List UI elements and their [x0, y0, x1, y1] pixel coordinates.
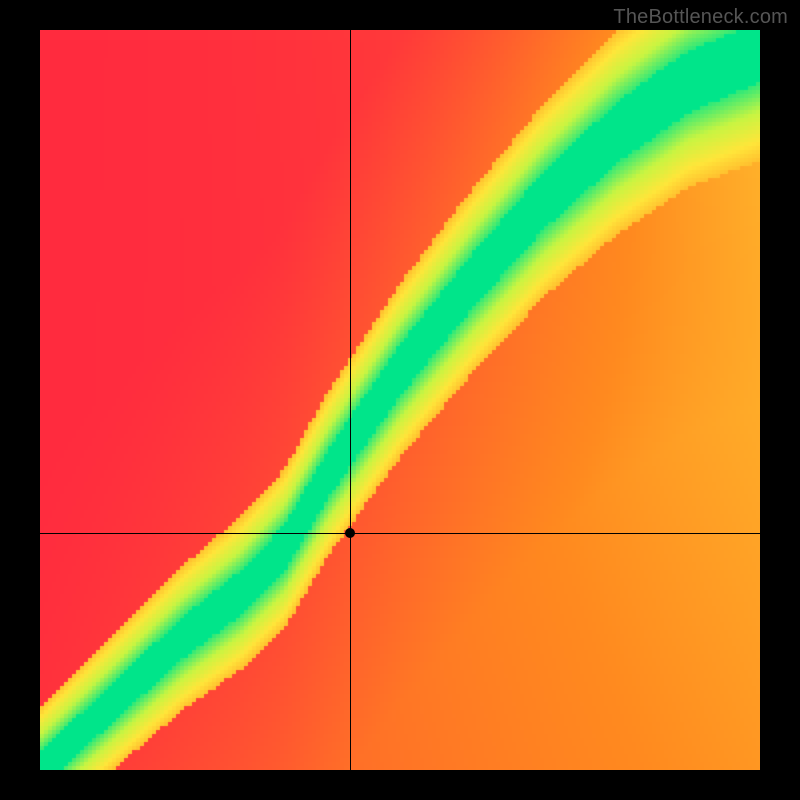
crosshair-horizontal	[40, 533, 760, 534]
bottleneck-heatmap	[40, 30, 760, 770]
watermark-text: TheBottleneck.com	[613, 6, 788, 29]
crosshair-vertical	[350, 30, 351, 770]
crosshair-marker	[345, 528, 355, 538]
